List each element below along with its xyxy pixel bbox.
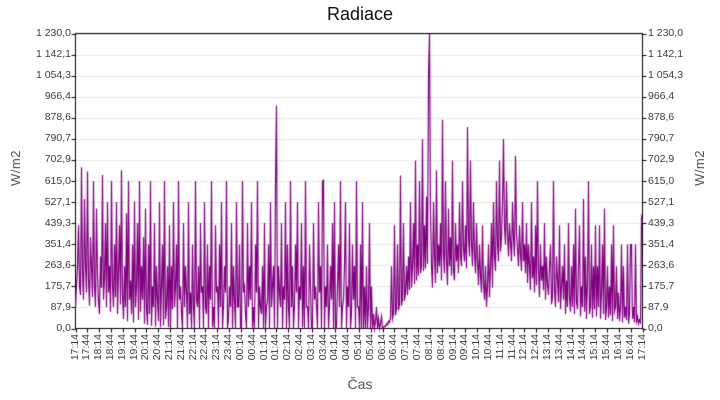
x-tick-label: 09:14 (446, 334, 459, 361)
x-tick-label: 00:44 (245, 334, 258, 361)
y-tick-label-right: 878,6 (648, 111, 675, 124)
x-tick-label: 19:14 (115, 334, 128, 361)
x-tick-label: 04:44 (340, 334, 353, 361)
y-tick-label-left: 87,9 (50, 300, 71, 313)
y-tick-label-right: 263,6 (648, 258, 675, 271)
x-tick-label: 03:44 (316, 334, 329, 361)
y-tick-label-right: 351,4 (648, 237, 675, 250)
x-tick-label: 08:14 (422, 334, 435, 361)
x-tick-label: 06:44 (387, 334, 400, 361)
x-tick-label: 22:14 (186, 334, 199, 361)
x-tick-label: 01:44 (269, 334, 282, 361)
y-tick-label-left: 1 230,0 (35, 27, 71, 39)
x-tick-label: 12:44 (529, 334, 542, 361)
x-tick-label: 00:14 (233, 334, 246, 361)
chart-title: Radiace (326, 4, 394, 24)
x-tick-label: 07:14 (399, 334, 412, 361)
y-tick-label-right: 1 142,1 (648, 48, 684, 61)
x-tick-label: 16:14 (611, 334, 624, 361)
y-tick-label-right: 0,0 (648, 322, 663, 334)
y-tick-label-right: 702,9 (648, 153, 675, 166)
y-tick-label-right: 439,3 (648, 216, 675, 229)
y-tick-label-left: 702,9 (44, 153, 71, 166)
x-tick-label: 14:14 (564, 334, 577, 361)
x-tick-label: 06:14 (375, 334, 388, 361)
x-tick-label: 21:44 (174, 334, 187, 361)
y-tick-label-left: 263,6 (44, 258, 71, 271)
x-tick-label: 21:14 (163, 334, 175, 361)
x-tick-label: 12:14 (517, 334, 530, 361)
y-tick-label-left: 1 142,1 (35, 48, 71, 61)
x-tick-label: 04:14 (328, 334, 341, 361)
y-tick-label-left: 175,7 (44, 279, 71, 292)
y-tick-label-left: 878,6 (44, 111, 71, 124)
y-tick-label-left: 351,4 (44, 237, 71, 250)
x-tick-label: 11:44 (505, 334, 518, 360)
x-tick-label: 10:44 (481, 334, 494, 361)
x-tick-label: 13:44 (552, 334, 565, 361)
y-axis-label-left: W/m2 (8, 150, 23, 186)
y-axis-label-right: W/m2 (692, 150, 707, 186)
x-tick-label: 08:44 (434, 334, 447, 361)
y-tick-label-right: 1 054,3 (648, 69, 684, 82)
y-tick-label-left: 966,4 (44, 90, 71, 103)
x-tick-label: 17:44 (80, 334, 93, 361)
y-tick-label-right: 1 230,0 (648, 27, 684, 39)
y-tick-label-left: 439,3 (44, 216, 71, 229)
x-tick-label: 14:44 (576, 334, 589, 361)
x-tick-label: 19:44 (127, 334, 140, 361)
x-tick-label: 23:44 (222, 334, 235, 361)
x-tick-label: 23:14 (210, 334, 223, 361)
x-tick-label: 15:44 (600, 334, 613, 361)
y-tick-label-right: 966,4 (648, 90, 675, 103)
x-tick-label: 16:44 (623, 334, 636, 361)
x-tick-label: 20:14 (139, 334, 152, 361)
y-tick-label-left: 615,0 (44, 174, 71, 187)
x-tick-label: 17:14 (68, 334, 81, 361)
x-tick-label: 18:44 (103, 334, 116, 361)
y-tick-label-right: 87,9 (648, 300, 669, 313)
x-tick-label: 17:14 (635, 334, 648, 361)
x-tick-label: 13:14 (541, 334, 553, 361)
x-tick-label: 02:14 (281, 334, 294, 361)
x-tick-label: 22:44 (198, 334, 211, 361)
x-axis-label: Čas (347, 376, 373, 392)
x-tick-label: 02:44 (292, 334, 305, 361)
x-tick-label: 05:44 (363, 334, 376, 361)
x-tick-label: 07:44 (411, 334, 424, 361)
x-tick-label: 20:44 (151, 334, 164, 361)
y-tick-label-left: 527,1 (44, 195, 71, 208)
y-tick-label-left: 790,7 (44, 132, 71, 145)
x-tick-label: 03:14 (304, 334, 317, 361)
y-tick-label-right: 175,7 (648, 279, 675, 292)
y-tick-label-right: 615,0 (648, 174, 675, 187)
x-tick-label: 05:14 (352, 334, 364, 361)
x-tick-label: 01:14 (257, 334, 270, 361)
y-tick-label-left: 0,0 (56, 322, 71, 334)
x-tick-label: 09:44 (458, 334, 471, 361)
x-tick-label: 11:14 (493, 334, 506, 360)
y-tick-label-right: 790,7 (648, 132, 675, 145)
x-tick-label: 10:14 (470, 334, 483, 361)
x-tick-label: 18:14 (92, 334, 105, 361)
y-tick-label-left: 1 054,3 (35, 69, 71, 82)
y-tick-label-right: 527,1 (648, 195, 675, 208)
x-tick-label: 15:14 (588, 334, 601, 361)
